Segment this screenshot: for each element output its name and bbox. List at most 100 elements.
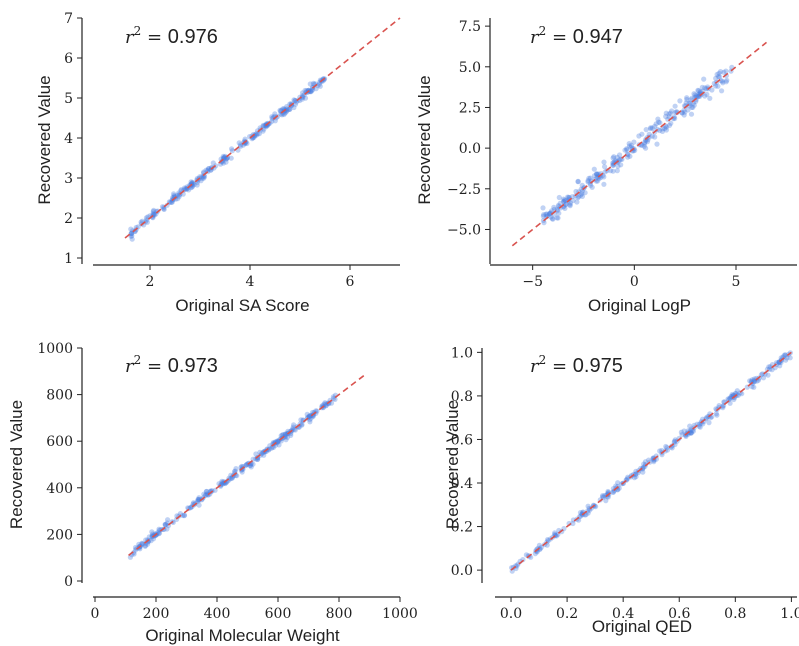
scatter-point xyxy=(719,88,725,94)
scatter-point xyxy=(150,536,157,542)
scatter-point xyxy=(611,154,617,160)
scatter-point xyxy=(579,511,585,517)
scatter-point xyxy=(555,215,561,221)
scatter-point xyxy=(721,69,727,75)
x-tick-label: 4 xyxy=(246,274,255,290)
scatter-point xyxy=(556,194,562,201)
scatter-point xyxy=(727,400,733,406)
scatter-point xyxy=(582,190,588,196)
scatter-point xyxy=(727,395,733,401)
scatter-point xyxy=(143,215,149,221)
y-axis-label-logp: Recovered Value xyxy=(415,75,434,204)
scatter-point xyxy=(309,87,315,93)
scatter-point xyxy=(577,509,584,516)
scatter-point xyxy=(563,202,569,208)
scatter-point xyxy=(696,423,702,429)
scatter-point xyxy=(714,412,720,418)
scatter-point xyxy=(579,188,586,194)
scatter-point xyxy=(562,205,568,211)
scatter-point xyxy=(220,153,226,159)
scatter-point xyxy=(176,194,182,200)
scatter-point xyxy=(578,192,584,198)
x-axis-label-logp: Original LogP xyxy=(588,296,691,315)
scatter-point xyxy=(219,480,225,486)
scatter-point xyxy=(555,202,562,209)
y-tick-label: 6 xyxy=(64,51,73,67)
scatter-point xyxy=(669,108,675,114)
scatter-point xyxy=(787,355,793,361)
scatter-point xyxy=(205,167,211,173)
scatter-point xyxy=(766,364,772,370)
scatter-point xyxy=(666,122,673,128)
scatter-point xyxy=(715,83,721,89)
scatter-point xyxy=(691,102,697,108)
scatter-point xyxy=(668,120,674,126)
scatter-point xyxy=(662,125,668,131)
scatter-point xyxy=(168,199,175,205)
x-axis-label-qed: Original QED xyxy=(592,617,692,636)
scatter-point xyxy=(628,142,635,149)
scatter-point xyxy=(323,401,329,407)
scatter-point xyxy=(622,147,628,153)
scatter-point xyxy=(655,116,661,122)
scatter-point xyxy=(547,211,553,217)
scatter-point xyxy=(552,530,558,536)
scatter-point xyxy=(281,111,287,118)
scatter-point xyxy=(626,141,632,147)
identity-line-sa xyxy=(124,17,401,239)
scatter-point xyxy=(636,133,642,139)
scatter-point xyxy=(307,81,313,87)
scatter-point xyxy=(224,155,230,161)
scatter-point xyxy=(633,468,639,474)
scatter-point xyxy=(140,541,146,547)
scatter-point xyxy=(723,68,729,74)
scatter-point xyxy=(759,371,766,377)
scatter-point xyxy=(765,372,771,378)
scatter-point xyxy=(575,178,581,184)
scatter-point xyxy=(600,493,606,499)
scatter-point xyxy=(300,94,306,100)
scatter-point xyxy=(679,432,685,438)
scatter-point xyxy=(150,210,156,216)
scatter-point xyxy=(654,141,660,147)
scatter-point xyxy=(277,107,283,113)
panel-sa: 2 4 6 1 2 3 4 5 6 7 Original SA Score Recovered Val… xyxy=(35,11,401,315)
scatter-point xyxy=(290,424,296,430)
scatter-point xyxy=(624,146,630,152)
scatter-point xyxy=(567,203,573,209)
scatter-point xyxy=(538,544,544,551)
scatter-point xyxy=(269,114,275,120)
scatter-point xyxy=(170,519,176,526)
scatter-point xyxy=(323,403,329,409)
r2-annotation-logp: r2 = 0.947 xyxy=(530,24,623,48)
scatter-point xyxy=(659,452,665,458)
scatter-point xyxy=(716,70,722,76)
y-tick-label: 1000 xyxy=(37,341,73,357)
scatter-point xyxy=(685,107,691,113)
y-tick-label: 400 xyxy=(46,481,73,497)
scatter-point xyxy=(704,91,710,97)
x-axis-label-mw: Original Molecular Weight xyxy=(145,626,340,645)
scatter-point xyxy=(291,97,297,103)
scatter-point xyxy=(557,200,563,206)
x-tick-label: 400 xyxy=(204,606,231,622)
scatter-point xyxy=(703,86,710,92)
scatter-point xyxy=(625,154,631,160)
scatter-point xyxy=(725,396,731,402)
scatter-point xyxy=(668,110,674,116)
scatter-point xyxy=(640,469,646,475)
scatter-point xyxy=(600,494,606,500)
scatter-point xyxy=(574,199,580,205)
scatter-point xyxy=(613,158,620,164)
scatter-point xyxy=(260,122,266,128)
scatter-point xyxy=(298,417,304,423)
scatter-point xyxy=(275,438,281,445)
scatter-point xyxy=(652,134,658,140)
scatter-point xyxy=(127,554,133,560)
scatter-point xyxy=(626,143,633,149)
scatter-point xyxy=(284,104,290,110)
scatter-point xyxy=(186,187,192,193)
scatter-point xyxy=(707,95,713,101)
scatter-point xyxy=(129,236,135,242)
scatter-point xyxy=(724,77,730,83)
